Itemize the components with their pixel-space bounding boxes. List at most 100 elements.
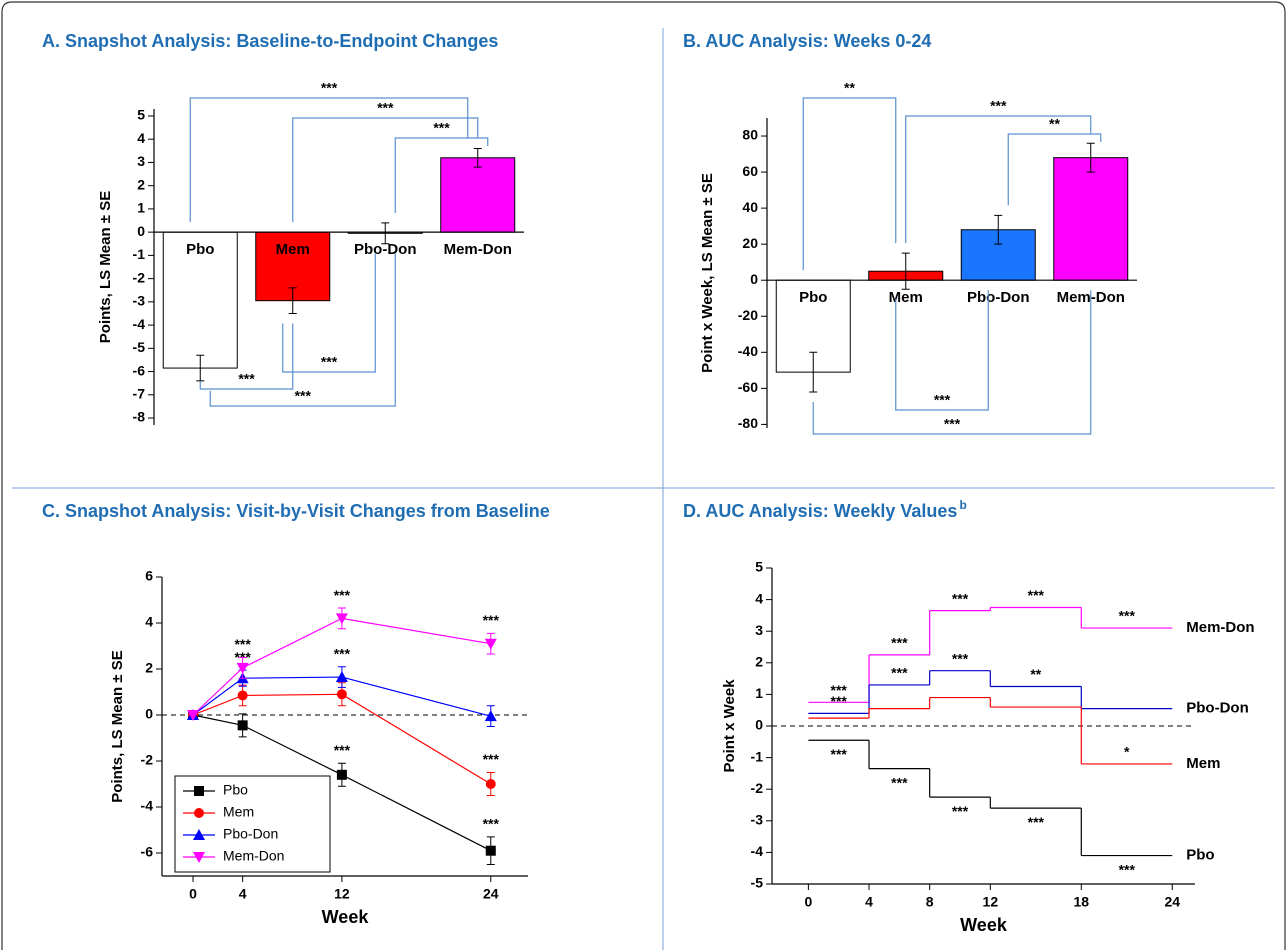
series-label: Pbo-Don <box>1186 700 1248 717</box>
error-bar <box>901 252 910 290</box>
error-bar <box>196 354 205 382</box>
y-tick-label: -3 <box>133 293 146 309</box>
significance-label: *** <box>234 649 251 665</box>
y-axis-label: Point x Week, LS Mean ± SE <box>699 173 716 373</box>
y-tick-label: 2 <box>755 654 763 670</box>
y-axis-label: Points, LS Mean ± SE <box>97 191 114 343</box>
y-tick-label: -7 <box>133 385 146 401</box>
significance-bracket <box>812 290 1092 435</box>
y-tick-label: 4 <box>137 130 145 146</box>
y-tick-label: 3 <box>137 153 145 169</box>
y-tick-label: -3 <box>751 812 764 828</box>
category-label: Mem <box>889 289 923 306</box>
significance-label: *** <box>377 100 394 116</box>
marker <box>484 710 497 722</box>
series-line <box>192 714 492 852</box>
y-tick-label: 2 <box>145 660 153 676</box>
y-axis-label: Points, LS Mean ± SE <box>109 650 126 802</box>
significance-bracket <box>394 137 489 213</box>
error-bar <box>1086 142 1095 173</box>
y-tick-label: -4 <box>751 843 764 859</box>
category-label: Pbo-Don <box>967 289 1029 306</box>
significance-label: *** <box>334 587 351 603</box>
x-tick-label: 4 <box>239 886 247 902</box>
y-tick-label: 6 <box>145 568 153 584</box>
y-tick-label: -1 <box>133 246 146 262</box>
x-tick-label: 12 <box>983 894 999 910</box>
y-tick-label: 40 <box>742 199 758 215</box>
error-bar <box>809 351 818 393</box>
y-tick-label: 60 <box>742 163 758 179</box>
y-tick-label: -60 <box>738 379 758 395</box>
legend-marker <box>194 808 204 818</box>
significance-label: *** <box>321 354 338 370</box>
y-tick-label: -2 <box>751 780 764 796</box>
error-bar <box>994 214 1003 245</box>
y-tick-label: 0 <box>750 271 758 287</box>
marker <box>336 689 347 700</box>
legend-label: Mem-Don <box>223 848 284 864</box>
y-tick-label: -4 <box>141 798 154 814</box>
significance-label: ** <box>1049 116 1060 132</box>
significance-bracket <box>802 97 897 271</box>
y-tick-label: 1 <box>137 200 145 216</box>
y-tick-label: 5 <box>137 107 145 123</box>
significance-bracket <box>189 97 469 223</box>
significance-bracket <box>905 115 1092 244</box>
significance-label: *** <box>1028 587 1045 603</box>
significance-label: *** <box>934 392 951 408</box>
significance-label: ** <box>1030 666 1041 682</box>
y-tick-label: -5 <box>751 875 764 891</box>
series-label: Pbo <box>1186 847 1214 864</box>
y-tick-label: -80 <box>738 415 758 431</box>
y-tick-label: -5 <box>133 339 146 355</box>
error-bar <box>288 287 297 314</box>
significance-bracket <box>1007 133 1102 206</box>
category-label: Pbo <box>186 241 214 258</box>
y-tick-label: -20 <box>738 307 758 323</box>
category-label: Pbo <box>799 289 827 306</box>
marker <box>484 638 497 650</box>
significance-bracket <box>209 253 396 407</box>
significance-label: *** <box>1028 814 1045 830</box>
significance-label: *** <box>831 693 848 709</box>
significance-label: *** <box>234 636 251 652</box>
significance-label: *** <box>952 803 969 819</box>
panel-title: C. Snapshot Analysis: Visit-by-Visit Cha… <box>42 501 550 521</box>
marker <box>336 769 347 780</box>
x-tick-label: 4 <box>865 894 873 910</box>
x-tick-label: 8 <box>926 894 934 910</box>
x-tick-label: 0 <box>804 894 812 910</box>
series-label: Mem <box>1186 755 1220 772</box>
legend-label: Mem <box>223 804 254 820</box>
marker <box>187 710 200 721</box>
legend-marker <box>194 786 204 796</box>
y-tick-label: -40 <box>738 343 758 359</box>
significance-label: *** <box>1119 861 1136 877</box>
y-tick-label: -8 <box>133 409 146 425</box>
legend-marker <box>193 852 205 863</box>
marker <box>236 662 249 674</box>
marker <box>237 690 248 701</box>
x-tick-label: 24 <box>483 886 499 902</box>
series-line <box>192 617 491 716</box>
significance-bracket <box>282 253 376 373</box>
significance-label: *** <box>334 742 351 758</box>
series-label: Mem-Don <box>1186 619 1254 636</box>
legend-marker <box>193 829 205 840</box>
x-tick-label: 0 <box>189 886 197 902</box>
y-tick-label: 80 <box>742 127 758 143</box>
y-tick-label: -4 <box>133 316 146 332</box>
significance-label: *** <box>831 746 848 762</box>
y-tick-label: 0 <box>145 706 153 722</box>
significance-bracket <box>292 117 479 223</box>
marker <box>335 613 348 625</box>
significance-label: *** <box>990 98 1007 114</box>
y-tick-label: 5 <box>755 559 763 575</box>
significance-label: *** <box>483 816 500 832</box>
y-tick-label: -6 <box>141 844 154 860</box>
significance-label: *** <box>831 682 848 698</box>
significance-label: *** <box>483 612 500 628</box>
y-tick-label: -1 <box>751 748 764 764</box>
